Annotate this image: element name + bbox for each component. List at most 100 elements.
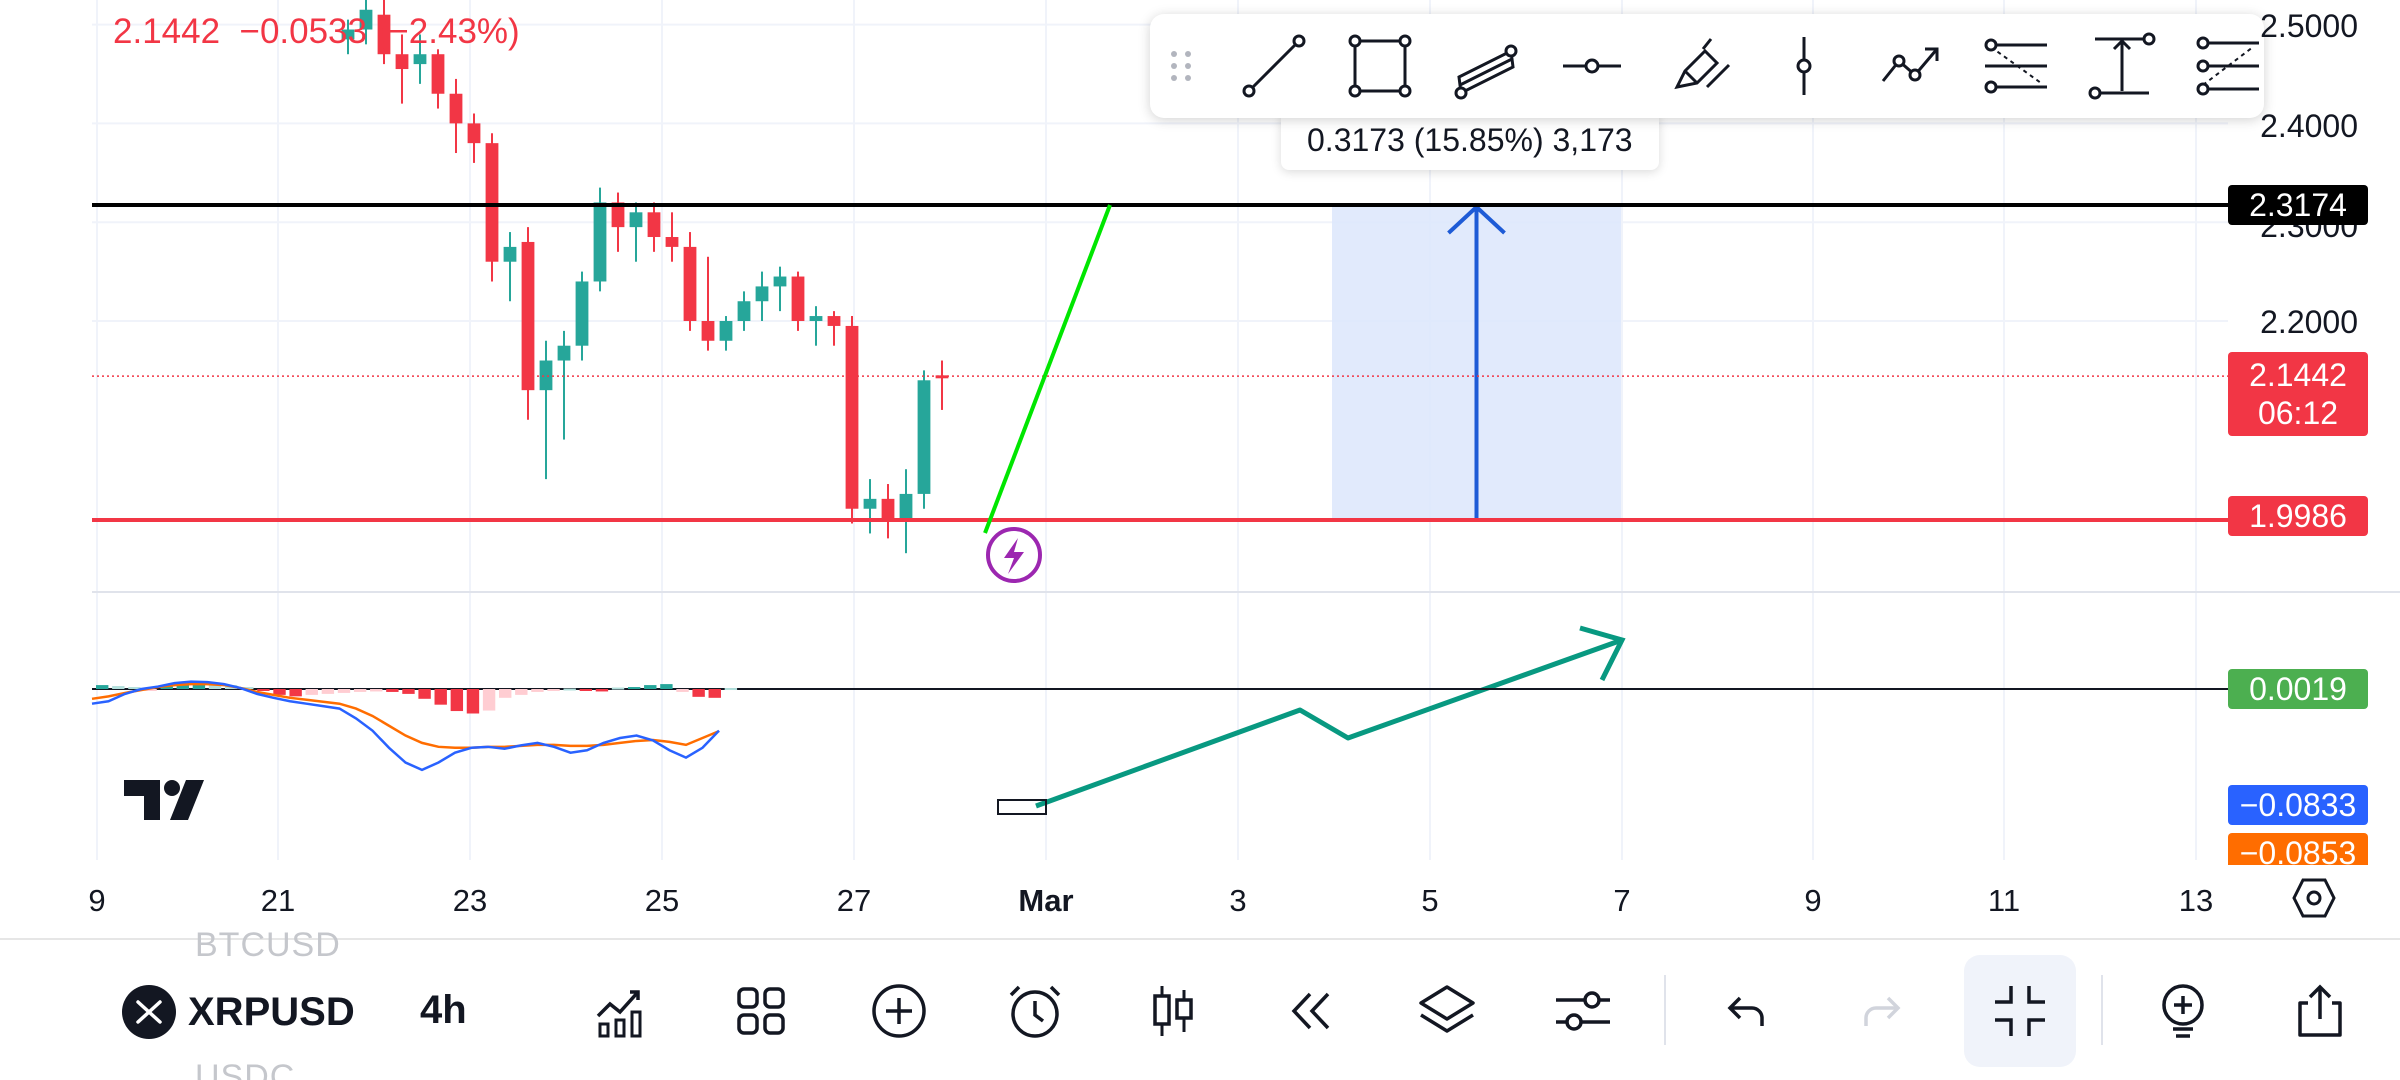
macd-histogram-bar xyxy=(402,689,415,694)
macd-histogram-bar xyxy=(112,686,125,689)
symbol-list-previous[interactable]: BTCUSD xyxy=(195,926,341,964)
interval-selector[interactable]: 4h xyxy=(420,988,467,1032)
last-price-value: 2.1442 xyxy=(2249,357,2347,393)
candle-body xyxy=(701,321,715,341)
symbol-list-next[interactable]: USDC xyxy=(195,1058,296,1080)
highlighter-tool-icon[interactable] xyxy=(1658,32,1738,100)
fib-retracement-tool-icon[interactable] xyxy=(1976,32,2056,100)
date-axis-label: 13 xyxy=(2178,883,2214,918)
candle-body xyxy=(737,301,751,322)
macd-histogram-bar xyxy=(579,689,592,691)
macd-histogram-bar xyxy=(321,689,335,694)
last-price-tag: 2.1442 06:12 xyxy=(2228,352,2368,436)
candle-body xyxy=(557,345,571,361)
macd-histogram-bar xyxy=(627,687,641,690)
date-axis-label: 23 xyxy=(452,883,488,918)
alert-clock-icon[interactable] xyxy=(1000,976,1070,1046)
macd-histogram-bar xyxy=(499,689,512,698)
drawing-toolbar xyxy=(1150,14,2264,118)
bar-countdown: 06:12 xyxy=(2257,395,2339,431)
macd-histogram-bar xyxy=(644,685,657,689)
macd-histogram-bar xyxy=(160,686,173,689)
candle-body xyxy=(467,123,481,144)
candle-body xyxy=(395,54,409,70)
horizontal-ray-tool-icon[interactable] xyxy=(1552,32,1632,100)
path-tool-icon[interactable] xyxy=(1870,32,1950,100)
exit-fullscreen-icon[interactable] xyxy=(1964,955,2076,1067)
candle-body xyxy=(503,246,517,262)
bottom-bar-divider xyxy=(0,938,2400,940)
settings-sliders-icon[interactable] xyxy=(1548,976,1618,1046)
price-range-drawing xyxy=(1332,203,1621,522)
histogram-value-tag: 0.0019 xyxy=(2228,669,2368,709)
symbol-name: XRPUSD xyxy=(188,989,355,1034)
macd-histogram-bar xyxy=(611,687,625,690)
macd-histogram-bar xyxy=(386,689,399,692)
candle-body xyxy=(791,276,805,322)
tradingview-logo-icon xyxy=(124,780,204,820)
layouts-grid-icon[interactable] xyxy=(726,976,796,1046)
price-range-tool-icon[interactable] xyxy=(2082,32,2162,100)
share-icon[interactable] xyxy=(2285,976,2355,1046)
date-axis-label: Mar xyxy=(1018,883,1074,918)
candle-body xyxy=(881,498,895,519)
macd-line xyxy=(91,680,720,772)
indicators-icon[interactable] xyxy=(586,976,656,1046)
macd-histogram-bar xyxy=(241,687,254,690)
macd-histogram-bar xyxy=(273,689,286,695)
candle-body xyxy=(539,360,553,391)
macd-histogram-bar xyxy=(337,689,351,693)
macd-histogram-bar xyxy=(466,689,480,714)
xrp-logo-icon xyxy=(122,985,176,1039)
chart-type-candles-icon[interactable] xyxy=(1138,976,1208,1046)
add-plus-icon[interactable] xyxy=(864,976,934,1046)
projection-trend-line xyxy=(983,204,1112,534)
candle-body xyxy=(647,212,661,238)
rectangle-tool-icon[interactable] xyxy=(1340,32,1420,100)
drag-handle-icon[interactable] xyxy=(1166,46,1196,86)
candle-body xyxy=(377,14,391,55)
candle-body xyxy=(683,246,697,322)
date-axis-label: 27 xyxy=(836,883,872,918)
measure-tooltip: 0.3173 (15.85%) 3,173 xyxy=(1281,110,1659,170)
candle-body xyxy=(413,54,427,65)
candle-body xyxy=(917,380,931,494)
macd-pane xyxy=(91,680,2228,815)
object-tree-layers-icon[interactable] xyxy=(1412,976,1482,1046)
macd-histogram-bar xyxy=(208,684,222,689)
date-axis-label: 3 xyxy=(1229,883,1247,918)
undo-icon[interactable] xyxy=(1710,976,1780,1046)
macd-histogram-bar xyxy=(96,685,109,689)
candle-body xyxy=(575,281,589,346)
macd-histogram-bar xyxy=(708,689,721,698)
candle-body xyxy=(827,316,841,326)
date-axis-label: 9 xyxy=(88,883,106,918)
macd-signal-line xyxy=(91,682,720,750)
parallel-channel-tool-icon[interactable] xyxy=(1446,32,1526,100)
replay-rewind-icon[interactable] xyxy=(1276,976,1346,1046)
macd-histogram-bar xyxy=(144,689,157,691)
trend-line-tool-icon[interactable] xyxy=(1234,32,1314,100)
chart-settings-icon[interactable] xyxy=(2292,876,2336,920)
date-axis-label: 7 xyxy=(1613,883,1631,918)
chart-grid xyxy=(92,0,2400,941)
macd-histogram-bar xyxy=(128,687,141,690)
ideas-lightbulb-icon[interactable] xyxy=(2148,976,2218,1046)
macd-histogram-bar xyxy=(289,689,302,697)
price-axis-label: 2.4000 xyxy=(2260,108,2358,144)
candle-body xyxy=(755,286,769,302)
symbol-selector[interactable]: XRPUSD xyxy=(122,985,355,1039)
fib-extension-tool-icon[interactable] xyxy=(2188,32,2268,100)
horizontal-levels xyxy=(92,203,2228,522)
macd-histogram-bar xyxy=(370,689,383,692)
macd-histogram-bar xyxy=(676,689,689,692)
redo-icon[interactable] xyxy=(1848,976,1918,1046)
candle-body xyxy=(629,212,643,228)
candlestick-series xyxy=(341,0,949,554)
vertical-line-tool-icon[interactable] xyxy=(1764,32,1844,100)
lightning-icon xyxy=(1004,538,1024,574)
macd-histogram-bar xyxy=(450,689,464,712)
candle-body xyxy=(521,241,535,391)
macd-histogram-bar xyxy=(176,683,189,689)
